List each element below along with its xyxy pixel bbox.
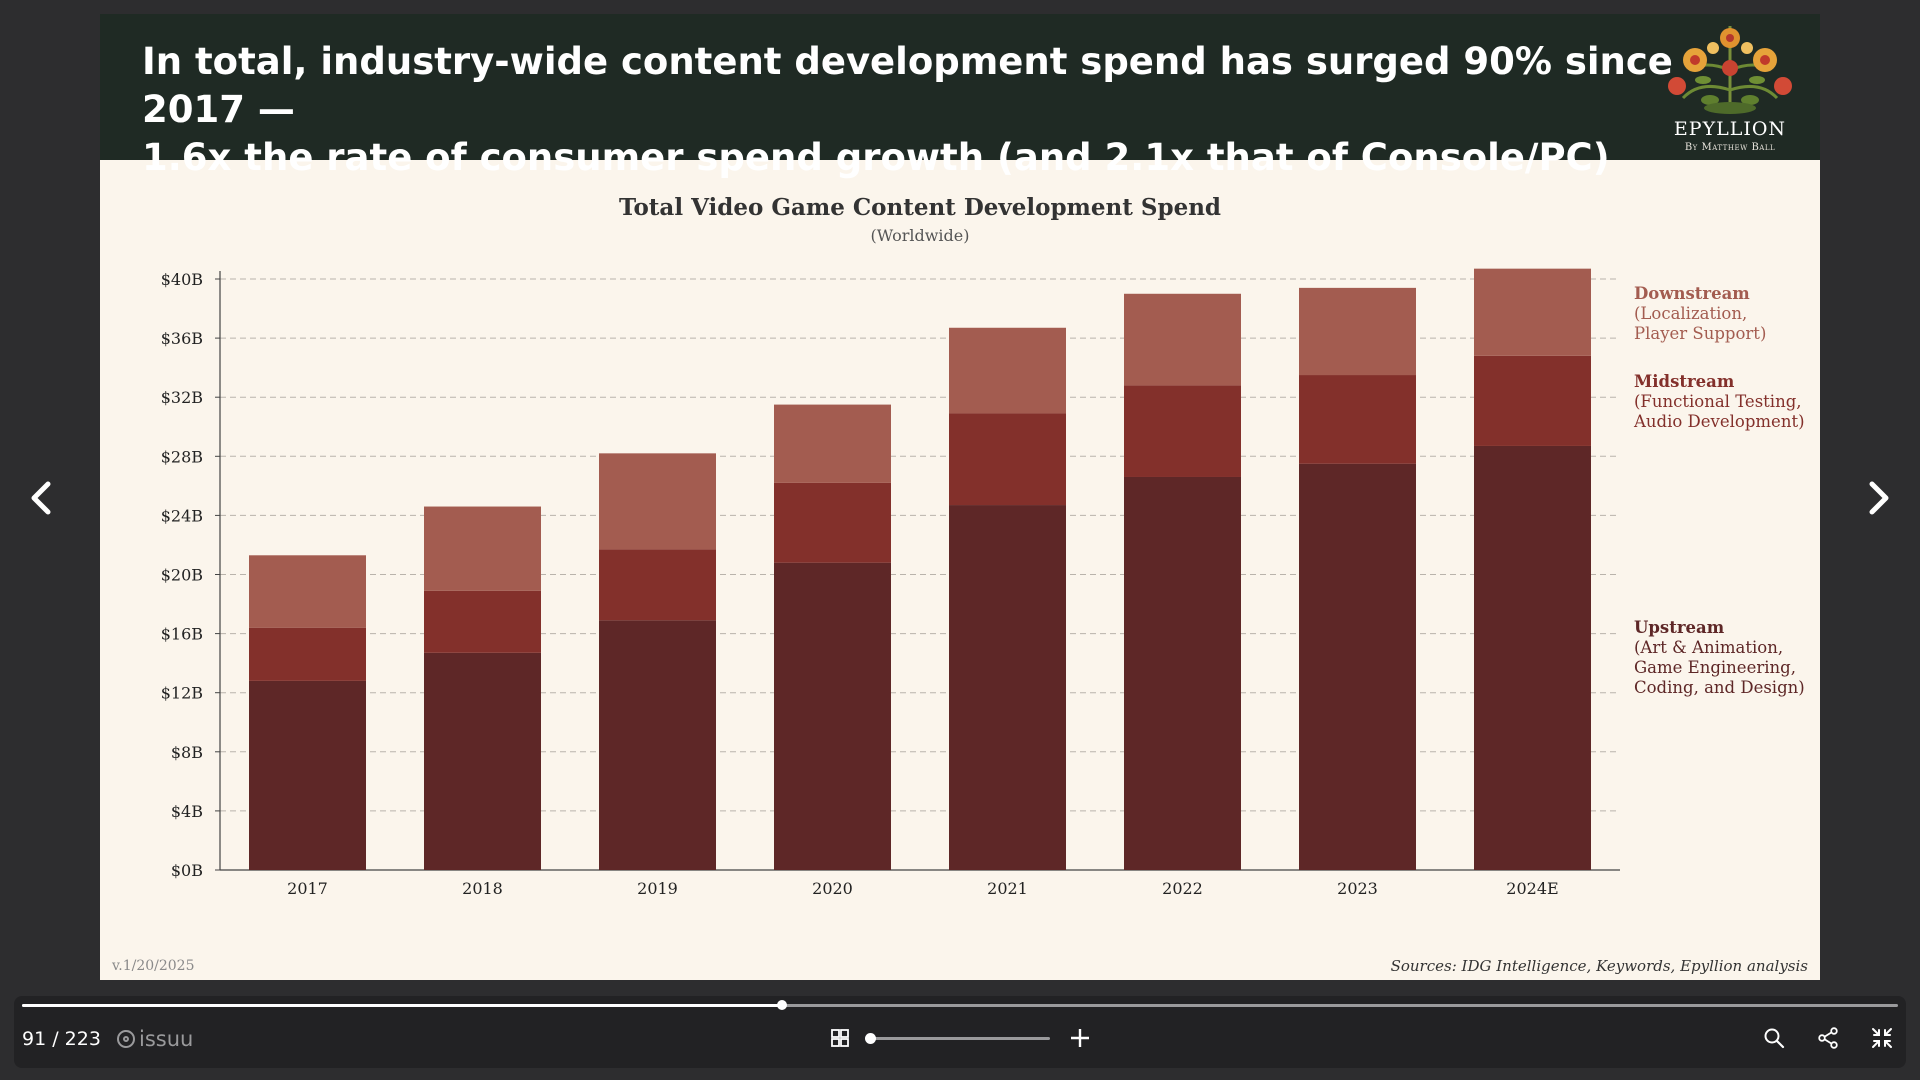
bar-segment-midstream — [249, 627, 366, 681]
x-tick-label: 2023 — [1337, 879, 1378, 898]
page-progress-handle[interactable] — [776, 1000, 787, 1010]
bar-segment-midstream — [599, 549, 716, 621]
y-tick-label: $28B — [161, 447, 203, 466]
bar-segment-downstream — [774, 404, 891, 483]
chart-subtitle: (Worldwide) — [870, 226, 970, 245]
bar-segment-upstream — [424, 652, 541, 870]
floral-emblem-icon — [1668, 26, 1792, 114]
y-tick-label: $12B — [161, 684, 203, 703]
x-tick-label: 2021 — [987, 879, 1028, 898]
slide-header: In total, industry-wide content developm… — [100, 14, 1820, 179]
y-tick-label: $8B — [171, 743, 203, 762]
bar-segment-midstream — [424, 590, 541, 653]
chart-title: Total Video Game Content Development Spe… — [618, 194, 1222, 221]
bar-segment-upstream — [1299, 463, 1416, 870]
headline-line-2: 1.6x the rate of consumer spend growth (… — [142, 136, 1610, 179]
y-tick-label: $20B — [161, 566, 203, 585]
y-tick-label: $24B — [161, 506, 203, 525]
search-icon[interactable] — [1762, 1026, 1786, 1050]
legend-upstream: Upstream (Art & Animation, Game Engineer… — [1634, 618, 1805, 698]
y-tick-label: $32B — [161, 388, 203, 407]
bar-segment-upstream — [949, 505, 1066, 870]
y-tick-label: $40B — [161, 270, 203, 289]
page-progress-fill — [22, 1004, 782, 1007]
bar-segment-downstream — [249, 555, 366, 628]
page-progress-slider[interactable] — [22, 1000, 1898, 1010]
headline-line-1: In total, industry-wide content developm… — [142, 40, 1673, 131]
bar-segment-midstream — [774, 482, 891, 563]
bar-segment-downstream — [599, 453, 716, 550]
y-tick-label: $36B — [161, 329, 203, 348]
bar-segment-upstream — [1124, 476, 1241, 870]
y-tick-label: $4B — [171, 802, 203, 821]
slide-headline: In total, industry-wide content developm… — [142, 38, 1702, 182]
slide: In total, industry-wide content developm… — [100, 14, 1820, 980]
legend-downstream-name: Downstream — [1634, 284, 1750, 303]
zoom-slider[interactable] — [865, 1033, 1050, 1044]
bar-segment-upstream — [774, 562, 891, 870]
bar-segment-midstream — [1124, 385, 1241, 477]
legend-upstream-name: Upstream — [1634, 618, 1725, 637]
bar-segment-midstream — [1474, 355, 1591, 446]
logo-byline: By Matthew Ball — [1684, 142, 1776, 153]
stacked-bar-chart: $0B $4B $8B $12B $16B $20B $24B $28B $32B $36B $40… — [161, 268, 1620, 898]
bar-segment-upstream — [249, 680, 366, 870]
bar-segment-downstream — [1299, 287, 1416, 376]
legend-midstream-name: Midstream — [1634, 372, 1735, 391]
zoom-handle[interactable] — [865, 1033, 876, 1044]
legend-downstream: Downstream (Localization, Player Support… — [1634, 284, 1766, 344]
y-tick-label: $16B — [161, 625, 203, 644]
sources-note: Sources: IDG Intelligence, Keywords, Epy… — [1390, 957, 1808, 975]
issuu-mark-icon — [117, 1030, 135, 1048]
chevron-left-icon — [31, 481, 51, 515]
exit-fullscreen-icon[interactable] — [1870, 1026, 1894, 1050]
x-tick-label: 2017 — [287, 879, 328, 898]
share-icon[interactable] — [1816, 1026, 1840, 1050]
chevron-right-icon — [1869, 481, 1889, 515]
bar-segment-upstream — [1474, 445, 1591, 870]
bar-segment-midstream — [1299, 375, 1416, 464]
version-label: v.1/20/2025 — [112, 958, 195, 974]
x-tick-label: 2024E — [1506, 879, 1558, 898]
page-counter: 91 / 223 — [22, 1028, 101, 1050]
epyllion-logo: EPYLLION By Matthew Ball — [1655, 20, 1805, 158]
zoom-in-icon[interactable] — [1068, 1026, 1092, 1050]
bar-segment-upstream — [599, 620, 716, 870]
bar-segment-downstream — [424, 506, 541, 591]
y-tick-label: $0B — [171, 861, 203, 880]
x-tick-label: 2022 — [1162, 879, 1203, 898]
legend-upstream-desc: (Art & Animation, Game Engineering, Codi… — [1634, 638, 1805, 697]
bar-segment-downstream — [1124, 293, 1241, 386]
bar-segment-downstream — [1474, 268, 1591, 356]
grid-view-icon[interactable] — [830, 1028, 850, 1048]
x-tick-label: 2018 — [462, 879, 503, 898]
issuu-logo[interactable]: issuu — [117, 1027, 193, 1051]
previous-page-button[interactable] — [16, 470, 66, 526]
legend-midstream: Midstream (Functional Testing, Audio Dev… — [1634, 372, 1805, 432]
legend-midstream-desc: (Functional Testing, Audio Development) — [1634, 392, 1805, 431]
x-tick-label: 2020 — [812, 879, 853, 898]
logo-wordmark: EPYLLION — [1673, 118, 1787, 140]
issuu-wordmark: issuu — [139, 1027, 194, 1051]
viewer-toolbar: 91 / 223 issuu — [14, 996, 1906, 1068]
legend-downstream-desc: (Localization, Player Support) — [1634, 304, 1767, 343]
x-tick-label: 2019 — [637, 879, 678, 898]
bar-segment-downstream — [949, 327, 1066, 414]
next-page-button[interactable] — [1854, 470, 1904, 526]
bar-segment-midstream — [949, 413, 1066, 506]
